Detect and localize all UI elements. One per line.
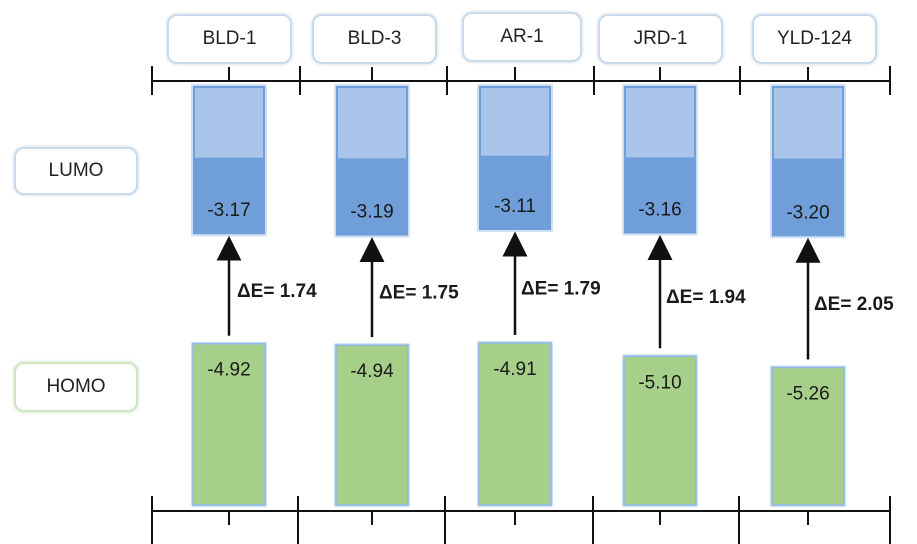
homo-value-ar-1: -4.91 xyxy=(493,359,536,380)
homo-value-bld-1: -4.92 xyxy=(207,360,250,381)
lumo-value-jrd-1: -3.16 xyxy=(638,200,681,221)
category-label-yld-124: YLD-124 xyxy=(752,14,877,64)
category-label-jrd-1: JRD-1 xyxy=(598,14,723,64)
gap-label-ar-1: ΔE= 1.79 xyxy=(521,279,601,300)
lumo-value-bld-3: -3.19 xyxy=(350,202,393,223)
homo-bar-yld-124 xyxy=(771,366,845,506)
gap-label-jrd-1: ΔE= 1.94 xyxy=(666,287,746,308)
homo-value-yld-124: -5.26 xyxy=(786,384,829,405)
lumo-value-ar-1: -3.11 xyxy=(494,196,536,217)
gap-label-bld-1: ΔE= 1.74 xyxy=(237,281,317,302)
homo-bar-bld-1 xyxy=(192,342,266,506)
gap-label-bld-3: ΔE= 1.75 xyxy=(379,282,459,303)
homo-row-label: HOMO xyxy=(14,362,138,412)
homo-value-bld-3: -4.94 xyxy=(350,361,394,382)
bars-layer: -3.17 -4.92 ΔE= 1.74 -3.19 -4.94 ΔE= 1.75 -3.1… xyxy=(191,84,894,507)
lumo-bar-highlight-bld-3 xyxy=(338,88,406,159)
lumo-value-yld-124: -3.20 xyxy=(786,202,829,223)
category-label-bld-1: BLD-1 xyxy=(167,14,292,64)
lumo-bar-highlight-bld-1 xyxy=(195,88,263,158)
lumo-bar-highlight-yld-124 xyxy=(774,88,842,159)
lumo-bar-highlight-ar-1 xyxy=(481,88,549,156)
bottom-axis xyxy=(151,496,891,544)
homo-bar-jrd-1 xyxy=(623,355,697,506)
lumo-row-label: LUMO xyxy=(14,147,138,195)
homo-bar-bld-3 xyxy=(335,344,409,506)
homo-value-jrd-1: -5.10 xyxy=(638,372,681,393)
lumo-value-bld-1: -3.17 xyxy=(207,200,250,221)
category-label-bld-3: BLD-3 xyxy=(312,14,437,64)
gap-label-yld-124: ΔE= 2.05 xyxy=(814,294,894,315)
homo-bar-ar-1 xyxy=(478,342,552,506)
lumo-bar-highlight-jrd-1 xyxy=(626,88,694,158)
category-label-ar-1: AR-1 xyxy=(462,12,582,62)
top-axis xyxy=(151,66,891,95)
